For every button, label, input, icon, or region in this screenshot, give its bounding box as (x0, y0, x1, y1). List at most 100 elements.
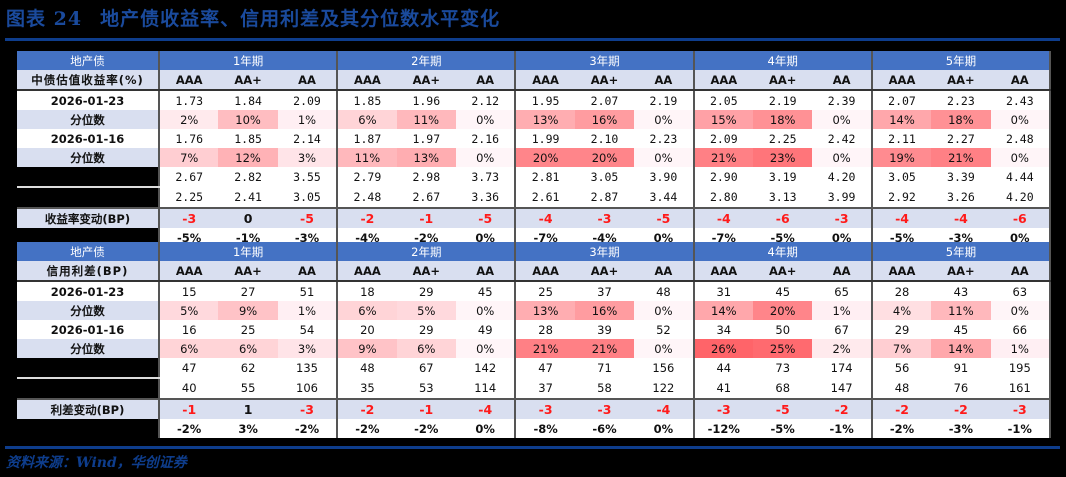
cell: 13% (396, 148, 456, 167)
cell: 47 (157, 358, 219, 378)
rating-header: AA+ (931, 261, 991, 282)
cell: 76 (931, 378, 991, 399)
cell: 23% (753, 148, 813, 167)
cell: 58 (574, 378, 635, 399)
cell: 2.09 (277, 90, 338, 110)
cell: -2 (870, 398, 932, 419)
cell: -6% (574, 419, 635, 438)
cell: 1.76 (157, 129, 219, 148)
cell: 55 (218, 378, 278, 399)
cell: 12% (218, 148, 278, 167)
cell: 5% (157, 301, 219, 320)
row-label: 分位数 (17, 301, 159, 320)
percentile-row: 分位数 6% 6% 3% 9% 6% 0% 21% 21% 0% 26% 25% 2% 7% 14% 1% (17, 339, 1052, 358)
rating-header: AA (990, 261, 1052, 282)
cell: 122 (634, 378, 694, 399)
history-row: 2.25 2.41 3.05 2.48 2.67 3.36 2.61 2.87 3.44 2.80… (17, 187, 1052, 208)
rating-header: AA (277, 261, 338, 282)
cell: 3% (277, 148, 338, 167)
cell: -5 (455, 207, 516, 228)
row-label: 2026-01-16 (17, 129, 159, 148)
cell: 147 (812, 378, 872, 399)
cell: -4 (692, 207, 753, 228)
cell: 0% (634, 148, 694, 167)
cell: 0% (455, 419, 516, 438)
spread-table: 地产债 1年期 2年期 3年期 4年期 5年期 信用利差(BP) AAA AA+ AA AAA AA+… (17, 242, 1052, 438)
cell: 25% (753, 339, 813, 358)
cell: 0% (634, 419, 694, 438)
cell: 2.25 (753, 129, 813, 148)
cell: 0% (634, 110, 694, 129)
cell: 1% (277, 301, 338, 320)
rating-header: AA (812, 261, 872, 282)
period-header-row: 地产债 1年期 2年期 3年期 4年期 5年期 (17, 242, 1052, 261)
percentile-row: 分位数 2% 10% 1% 6% 11% 0% 13% 16% 0% 15% 18% 0% 14% 18% 0… (17, 110, 1052, 129)
cell: 4.20 (990, 187, 1052, 208)
cell: 26% (692, 339, 753, 358)
cell: 2.23 (634, 129, 694, 148)
cell: -5 (753, 398, 813, 419)
cell: 1 (218, 398, 278, 419)
figure-title-text: 地产债收益率、信用利差及其分位数水平变化 (100, 8, 501, 30)
figure-title: 图表 24 地产债收益率、信用利差及其分位数水平变化 (6, 4, 500, 34)
cell: 34 (692, 320, 753, 339)
cell: 2.25 (157, 187, 219, 208)
rating-header: AA (634, 70, 694, 91)
cell: 3.19 (753, 167, 813, 187)
row-label: 收益率变动(BP) (17, 207, 159, 228)
row-label: 2026-01-16 (17, 320, 159, 339)
cell: -4 (634, 398, 694, 419)
cell: 3.36 (455, 187, 516, 208)
period-header-3y: 3年期 (514, 242, 694, 261)
cell: 18% (931, 110, 991, 129)
cell: 15% (692, 110, 753, 129)
cell: 25 (514, 281, 575, 301)
cell: 2.79 (336, 167, 397, 187)
period-header-5y: 5年期 (870, 242, 1052, 261)
cell: 2.98 (396, 167, 456, 187)
cell: 2.80 (692, 187, 753, 208)
period-header-4y: 4年期 (692, 242, 872, 261)
cell: -2 (931, 398, 991, 419)
cell: -4 (870, 207, 932, 228)
cell: 29 (870, 320, 932, 339)
change-row: 利差变动(BP) -1 1 -3 -2 -1 -4 -3 -3 -4 -3 -5 -2 -2 -2 -3 (17, 398, 1052, 419)
cell: 1.85 (218, 129, 278, 148)
cell: 2% (812, 339, 872, 358)
cell: 50 (753, 320, 813, 339)
row-label (17, 378, 159, 399)
corner-label: 地产债 (17, 51, 159, 70)
cell: 4.20 (812, 167, 872, 187)
cell: 174 (812, 358, 872, 378)
cell: 2.07 (574, 90, 635, 110)
cell: 3.05 (574, 167, 635, 187)
cell: 2.43 (990, 90, 1052, 110)
cell: 2.11 (870, 129, 932, 148)
cell: 63 (990, 281, 1052, 301)
cell: 1.96 (396, 90, 456, 110)
cell: 53 (396, 378, 456, 399)
cell: 39 (574, 320, 635, 339)
cell: 29 (396, 281, 456, 301)
period-header-3y: 3年期 (514, 51, 694, 70)
cell: 15 (157, 281, 219, 301)
row-label (17, 419, 159, 438)
cell: 35 (336, 378, 397, 399)
cell: 21% (574, 339, 635, 358)
cell: 4% (870, 301, 932, 320)
rating-header: AA (990, 70, 1052, 91)
cell: 65 (812, 281, 872, 301)
cell: 114 (455, 378, 516, 399)
row-label: 分位数 (17, 110, 159, 129)
cell: 2.16 (455, 129, 516, 148)
cell: 11% (336, 148, 397, 167)
yield-table: 地产债 1年期 2年期 3年期 4年期 5年期 中债估值收益率(%) AAA AA+ AA AAA A… (17, 51, 1052, 247)
cell: 2.12 (455, 90, 516, 110)
cell: 2.23 (931, 90, 991, 110)
cell: 3.55 (277, 167, 338, 187)
cell: 21% (514, 339, 575, 358)
cell: 14% (692, 301, 753, 320)
cell: -2% (277, 419, 338, 438)
rating-header: AA+ (574, 261, 635, 282)
cell: 14% (870, 110, 932, 129)
